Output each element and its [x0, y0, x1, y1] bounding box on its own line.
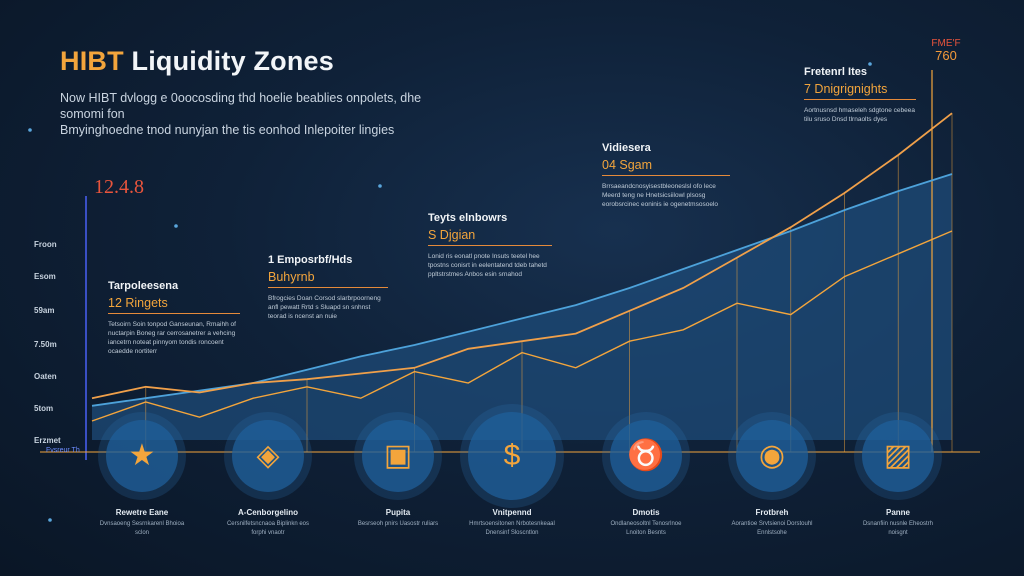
y-tick: 7.50m [34, 340, 57, 349]
node-desc: Besrseoh pnirs Uasostr ruliars [357, 521, 439, 527]
node-label: Panne [885, 508, 910, 517]
node-desc: Cersnilfetsncnaoa Biplinkn eos forphi vn… [226, 521, 310, 536]
node-desc: Hmrtsoensitonen Nrbotesnkeaal Dnensinf S… [469, 521, 555, 536]
info-block-5: Fretenrl Ites 7 Dnigrignights Aortnusnsd… [804, 66, 916, 124]
block-title: Tarpoleesena [108, 280, 179, 292]
target-icon: ◉ [758, 439, 786, 472]
block-divider [268, 287, 388, 288]
node-circle [362, 420, 434, 492]
block-desc: Brrsaeandcnosyisestbleoneslsl ofo lece M… [602, 183, 718, 208]
star-dot [174, 224, 178, 228]
info-block-3: Teyts elnbowrs S Djgian Lonid ris eonatl… [428, 212, 552, 279]
block-title: Vidiesera [602, 142, 651, 154]
block-value: 12 Ringets [108, 296, 168, 310]
corner-value: 760 [935, 48, 957, 63]
corner-badge: FME'F 760 [928, 38, 964, 68]
block-desc: Bfrogcies Doan Corsod slarbrpoorneng anf… [268, 295, 381, 320]
info-block-2: 1 Emposrbf/Hds Buhyrnb Bfrogcies Doan Co… [268, 254, 388, 321]
star-dot [28, 128, 32, 132]
y-tick: Oaten [34, 372, 57, 381]
y-footnote: Fvsreur Th [46, 447, 80, 454]
big-number: 12.4.8 [94, 176, 144, 198]
title-rest: Liquidity Zones [123, 46, 334, 76]
page-title: HIBT Liquidity Zones [60, 46, 334, 77]
node-label: Pupita [385, 508, 411, 517]
node-desc: Aorantioe Srvtsienoi Dorstouhl Ennlstsoh… [731, 521, 813, 536]
node-label: Rewetre Eane [115, 508, 169, 517]
subtitle-line-2: Bmyinghoedne tnod nunyjan the tis eonhod… [60, 123, 395, 137]
bull-icon: ♉ [627, 439, 665, 472]
node-label: Frotbreh [755, 508, 789, 517]
star-dot [868, 62, 872, 66]
node-label: Dmotis [632, 508, 660, 517]
node-label: A-Cenborgelino [238, 508, 298, 517]
node-circle [232, 420, 304, 492]
block-divider [428, 245, 552, 246]
y-tick: Froon [34, 240, 57, 249]
block-desc: Tetsoirn Soin tonpod Ganseunan, Rmaihh o… [108, 321, 236, 355]
node-desc: Dsnanfiin nusnle Eheostrh noisgnt [862, 521, 934, 536]
y-tick: 59am [34, 306, 55, 315]
block-title: Teyts elnbowrs [428, 212, 508, 224]
block-divider [602, 175, 730, 176]
title-brand: HIBT [60, 46, 124, 76]
star-dot [378, 184, 382, 188]
block-value: 7 Dnigrignights [804, 82, 888, 96]
subtitle: Now HIBT dvlogg e 0oocosding thd hoelie … [60, 90, 460, 138]
shield-icon: $ [503, 439, 521, 472]
y-tick: Erzmet [34, 436, 61, 445]
corner-label: FME'F [931, 38, 961, 49]
block-title: 1 Emposrbf/Hds [268, 254, 353, 266]
node-circle [736, 420, 808, 492]
wallet-icon: ▣ [383, 439, 413, 472]
block-value: Buhyrnb [268, 270, 315, 284]
chart-icon: ▨ [883, 439, 913, 472]
block-value: 04 Sgam [602, 158, 653, 172]
y-tick: Esom [34, 272, 56, 281]
node-circle [468, 412, 556, 500]
star-icon: ★ [128, 439, 156, 472]
series-line-3 [91, 112, 953, 400]
subtitle-line-1: Now HIBT dvlogg e 0oocosding thd hoelie … [60, 91, 422, 121]
y-tick: 5tom [34, 404, 54, 413]
block-value: S Djgian [428, 228, 476, 242]
block-desc: Aortnusnsd hmaseleh sdgtone cebeea tilu … [804, 107, 915, 123]
node-desc: Ondlaneosoltnl Tenosrlnoe Lnoiton Besnts [610, 521, 682, 536]
node-circle [610, 420, 682, 492]
info-block-1: Tarpoleesena 12 Ringets Tetsoirn Soin to… [108, 280, 240, 356]
node-label: Vnitpennd [492, 508, 532, 517]
block-divider [108, 313, 240, 314]
block-desc: Lonid ris eonatl pnote Insuts teetel hee… [428, 253, 547, 278]
series-line-2 [91, 230, 953, 422]
node-circle [106, 420, 178, 492]
block-divider [804, 99, 916, 100]
star-dot [48, 518, 52, 522]
compass-icon: ◈ [256, 439, 280, 472]
node-circle [862, 420, 934, 492]
info-block-4: Vidiesera 04 Sgam Brrsaeandcnosyisestble… [602, 142, 730, 209]
block-title: Fretenrl Ites [804, 66, 867, 78]
node-desc: Dvnsaoeng Sesrnkarenl Bhoioa sclon [99, 521, 185, 536]
